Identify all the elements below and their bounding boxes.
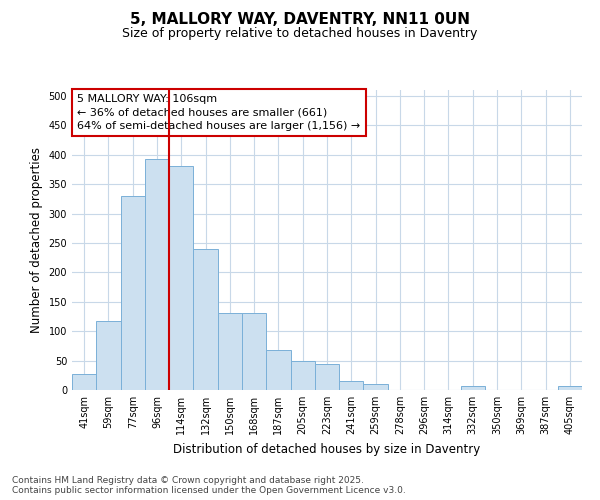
Bar — [339, 381, 364, 390]
Bar — [145, 159, 169, 390]
Text: Contains HM Land Registry data © Crown copyright and database right 2025.
Contai: Contains HM Land Registry data © Crown c… — [12, 476, 406, 495]
X-axis label: Distribution of detached houses by size in Daventry: Distribution of detached houses by size … — [173, 442, 481, 456]
Bar — [364, 384, 388, 390]
Bar — [315, 364, 339, 390]
Text: 5 MALLORY WAY: 106sqm
← 36% of detached houses are smaller (661)
64% of semi-det: 5 MALLORY WAY: 106sqm ← 36% of detached … — [77, 94, 361, 131]
Bar — [461, 386, 485, 390]
Bar — [121, 196, 145, 390]
Bar — [169, 166, 193, 390]
Text: Size of property relative to detached houses in Daventry: Size of property relative to detached ho… — [122, 28, 478, 40]
Y-axis label: Number of detached properties: Number of detached properties — [30, 147, 43, 333]
Bar — [193, 249, 218, 390]
Bar — [558, 386, 582, 390]
Bar — [290, 360, 315, 390]
Bar — [266, 350, 290, 390]
Bar — [218, 313, 242, 390]
Bar — [72, 374, 96, 390]
Text: 5, MALLORY WAY, DAVENTRY, NN11 0UN: 5, MALLORY WAY, DAVENTRY, NN11 0UN — [130, 12, 470, 28]
Bar — [96, 321, 121, 390]
Bar — [242, 313, 266, 390]
